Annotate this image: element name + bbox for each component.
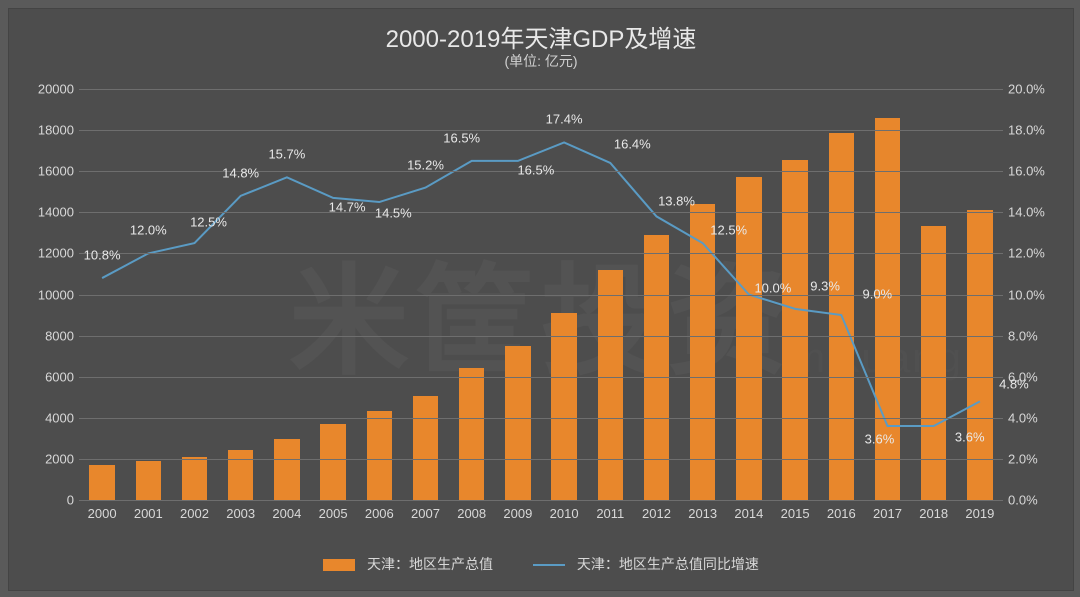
bar (782, 160, 807, 500)
bar (690, 204, 715, 500)
y-right-tick: 0.0% (1008, 493, 1063, 508)
line-point-label: 17.4% (546, 112, 583, 127)
y-left-tick: 2000 (19, 451, 74, 466)
bar (644, 235, 669, 500)
x-tick: 2016 (827, 506, 856, 521)
x-tick: 2001 (134, 506, 163, 521)
y-left-tick: 14000 (19, 205, 74, 220)
y-left-tick: 16000 (19, 164, 74, 179)
y-left-tick: 18000 (19, 123, 74, 138)
y-left-tick: 0 (19, 493, 74, 508)
y-right-tick: 8.0% (1008, 328, 1063, 343)
y-right-tick: 2.0% (1008, 451, 1063, 466)
legend-item-line: 天津：地区生产总值同比增速 (533, 554, 759, 574)
y-right-tick: 16.0% (1008, 164, 1063, 179)
x-tick: 2006 (365, 506, 394, 521)
gridline (79, 212, 1003, 213)
bar (89, 465, 114, 500)
line-point-label: 3.6% (955, 430, 985, 445)
bar (459, 368, 484, 500)
x-tick: 2011 (596, 506, 624, 521)
chart-container: 2000-2019年天津GDP及增速 (单位: 亿元) 米筐投资 mikuang… (8, 8, 1074, 591)
x-tick: 2010 (550, 506, 579, 521)
line-point-label: 16.5% (443, 130, 480, 145)
gridline (79, 253, 1003, 254)
line-point-label: 13.8% (658, 194, 695, 209)
bar (551, 313, 576, 500)
legend-label-line: 天津：地区生产总值同比增速 (577, 556, 759, 572)
line-point-label: 10.8% (84, 248, 121, 263)
y-right-tick: 20.0% (1008, 82, 1063, 97)
gridline (79, 336, 1003, 337)
x-tick: 2007 (411, 506, 440, 521)
legend-item-bar: 天津：地区生产总值 (323, 554, 493, 574)
line-point-label: 12.5% (710, 223, 747, 238)
line-point-label: 9.3% (810, 278, 840, 293)
legend-swatch-bar (323, 559, 355, 571)
y-left-tick: 10000 (19, 287, 74, 302)
x-tick: 2015 (781, 506, 810, 521)
line-point-label: 12.0% (130, 223, 167, 238)
x-tick: 2017 (873, 506, 902, 521)
y-left-tick: 8000 (19, 328, 74, 343)
x-tick: 2014 (734, 506, 763, 521)
x-tick: 2018 (919, 506, 948, 521)
gridline (79, 130, 1003, 131)
y-left-tick: 12000 (19, 246, 74, 261)
y-right-tick: 12.0% (1008, 246, 1063, 261)
gridline (79, 418, 1003, 419)
plot-area: 00.0%20002.0%40004.0%60006.0%80008.0%100… (79, 89, 1003, 500)
x-tick: 2004 (272, 506, 301, 521)
chart-title: 2000-2019年天津GDP及增速 (9, 19, 1073, 54)
x-tick: 2002 (180, 506, 209, 521)
bar (136, 461, 161, 500)
x-tick: 2000 (88, 506, 117, 521)
bar (228, 450, 253, 500)
legend-swatch-line (533, 564, 565, 566)
y-right-tick: 18.0% (1008, 123, 1063, 138)
x-tick: 2013 (688, 506, 717, 521)
gridline (79, 459, 1003, 460)
bar (598, 270, 623, 500)
x-tick: 2012 (642, 506, 671, 521)
x-tick: 2003 (226, 506, 255, 521)
y-left-tick: 20000 (19, 82, 74, 97)
bar (413, 396, 438, 500)
x-tick: 2008 (457, 506, 486, 521)
line-point-label: 15.2% (407, 157, 444, 172)
x-tick: 2005 (319, 506, 348, 521)
legend: 天津：地区生产总值 天津：地区生产总值同比增速 (9, 554, 1073, 574)
line-point-label: 10.0% (754, 280, 791, 295)
y-right-tick: 14.0% (1008, 205, 1063, 220)
chart-subtitle: (单位: 亿元) (9, 51, 1073, 71)
x-tick: 2009 (503, 506, 532, 521)
line-point-label: 4.8% (999, 377, 1029, 392)
gridline (79, 377, 1003, 378)
legend-label-bar: 天津：地区生产总值 (367, 556, 493, 572)
line-point-label: 9.0% (862, 287, 892, 302)
y-right-tick: 4.0% (1008, 410, 1063, 425)
y-left-tick: 6000 (19, 369, 74, 384)
x-tick: 2019 (965, 506, 994, 521)
line-point-label: 15.7% (268, 147, 305, 162)
y-left-tick: 4000 (19, 410, 74, 425)
line-point-label: 3.6% (865, 432, 895, 447)
line-point-label: 14.7% (329, 199, 366, 214)
line-point-label: 16.4% (614, 136, 651, 151)
bar (182, 457, 207, 500)
line-point-label: 16.5% (517, 162, 554, 177)
bar (829, 133, 854, 500)
gridline (79, 500, 1003, 501)
line-point-label: 14.5% (375, 206, 412, 221)
bar (274, 439, 299, 500)
line-point-label: 12.5% (190, 215, 227, 230)
bar (367, 411, 392, 500)
bar (505, 346, 530, 500)
y-right-tick: 10.0% (1008, 287, 1063, 302)
bar (320, 424, 345, 500)
line-point-label: 14.8% (222, 165, 259, 180)
gridline (79, 89, 1003, 90)
